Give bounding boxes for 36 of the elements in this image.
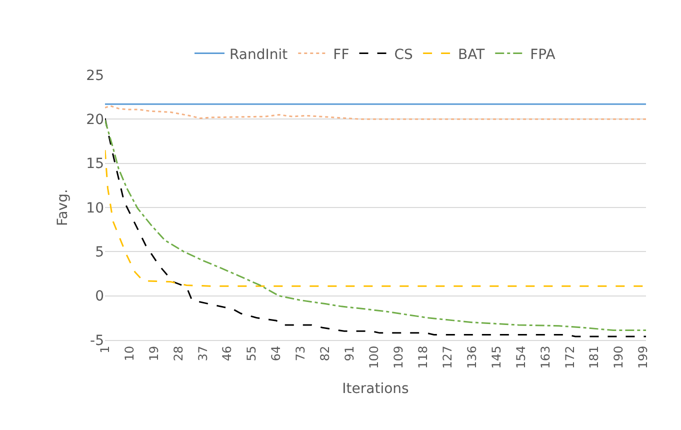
y-tick-label: 15: [86, 156, 104, 172]
x-tick-label: 154: [514, 346, 528, 369]
x-tick-label: 55: [244, 346, 259, 362]
x-tick-label: 37: [196, 346, 210, 362]
x-tick-label: 28: [171, 346, 186, 362]
y-tick-label: 0: [95, 288, 104, 305]
x-tick-label: 109: [392, 346, 406, 369]
x-tick-label: 64: [269, 346, 284, 362]
x-tick-label: 136: [464, 346, 479, 369]
legend-label: BAT: [458, 46, 486, 63]
x-tick-label: 145: [489, 346, 504, 369]
legend-label: CS: [394, 46, 414, 63]
y-tick-label: 10: [86, 200, 104, 216]
y-tick-label: 5: [95, 244, 104, 261]
x-tick-label: 118: [416, 346, 430, 369]
x-tick-label: 10: [122, 346, 136, 362]
y-tick-label: 25: [86, 68, 104, 84]
x-tick-label: 100: [367, 346, 382, 369]
x-axis-title: Iterations: [342, 381, 409, 398]
x-tick-label: 73: [294, 346, 308, 362]
x-tick-label: 199: [636, 346, 650, 369]
y-tick-label: 20: [86, 112, 104, 128]
legend-label: FF: [333, 46, 350, 63]
legend-label: RandInit: [230, 46, 288, 63]
x-tick-label: 181: [587, 346, 602, 369]
x-tick-label: 82: [318, 346, 332, 362]
x-tick-label: 19: [146, 346, 161, 362]
line-series: [105, 105, 646, 120]
x-tick-label: 46: [220, 346, 234, 362]
legend-label: FPA: [530, 46, 556, 63]
y-axis-title: Favg.: [54, 189, 71, 226]
x-tick-label: 172: [562, 346, 577, 369]
x-tick-label: 190: [612, 346, 626, 369]
x-tick-label: 163: [538, 346, 552, 369]
x-tick-label: 91: [342, 346, 357, 362]
x-tick-label: 127: [440, 346, 454, 369]
